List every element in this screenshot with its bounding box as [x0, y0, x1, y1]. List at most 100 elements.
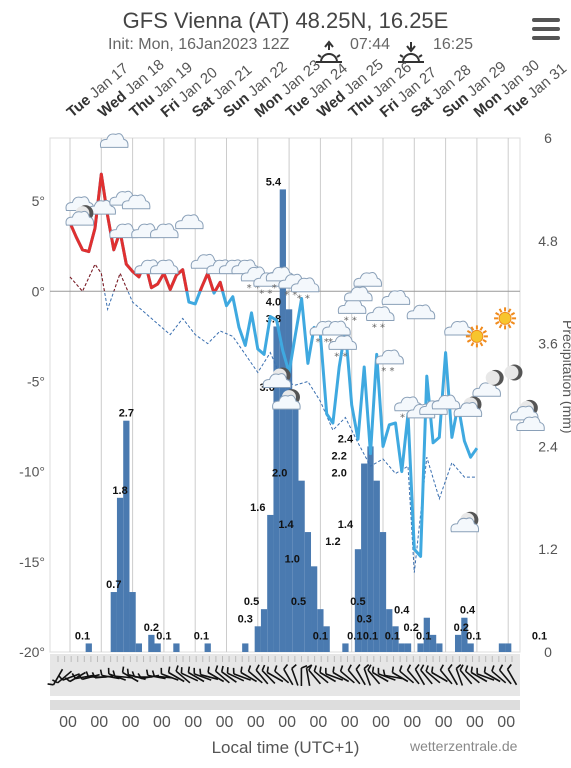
- precip-bar: [429, 634, 437, 652]
- precip-value-label: 1.8: [112, 485, 127, 497]
- wind-barb: [406, 669, 420, 685]
- temp-tick-label: -10°: [19, 464, 45, 480]
- source-credit[interactable]: wetterzentrale.de: [410, 738, 518, 754]
- wind-barb-flag: [266, 666, 269, 673]
- precip-bar: [123, 420, 130, 652]
- wind-barb: [414, 668, 426, 686]
- precip-bar: [386, 609, 393, 652]
- moon-cloud-icon: [453, 396, 483, 417]
- wind-barb-flag: [367, 664, 372, 671]
- wind-barb: [506, 668, 518, 686]
- precip-value-label: 2.7: [119, 408, 134, 420]
- precip-bar: [154, 643, 161, 652]
- precip-bar: [373, 480, 380, 652]
- temperature-line-above-zero: [68, 172, 225, 292]
- wind-barb: [266, 671, 284, 683]
- wind-barb-flag: [64, 677, 71, 683]
- wind-barb-flag: [261, 664, 266, 671]
- wind-barb: [233, 673, 251, 681]
- wind-barb: [384, 674, 403, 680]
- temp-tick-label: -20°: [19, 644, 45, 660]
- wind-barb-flag: [255, 664, 260, 671]
- precip-value-label: 1.4: [338, 519, 354, 531]
- precip-bar: [311, 566, 318, 652]
- wind-barb: [447, 668, 458, 686]
- precip-bar: [317, 609, 324, 652]
- wind-barb-flag: [207, 666, 210, 673]
- wind-barb: [425, 670, 441, 684]
- wind-barb-flag: [355, 664, 361, 670]
- precip-value-label: 2.0: [332, 468, 347, 480]
- wind-barb-flag: [283, 664, 289, 670]
- wind-barb: [372, 671, 389, 683]
- precip-tick-label: 1.2: [538, 541, 558, 557]
- precip-bar: [129, 592, 136, 652]
- moon-icon: [485, 369, 504, 386]
- svg-text:* *: * *: [400, 413, 413, 424]
- wind-barb: [255, 669, 269, 685]
- precip-value-label: 1.0: [285, 553, 300, 565]
- cloud-icon: [175, 214, 204, 230]
- cloud-icon: [406, 304, 436, 320]
- moon-cloud-icon: [272, 389, 301, 410]
- wind-barb: [207, 671, 225, 683]
- temp-tick-label: -5°: [27, 373, 45, 389]
- wind-barb: [188, 671, 205, 683]
- precip-bar: [505, 643, 512, 652]
- init-time: Init: Mon, 16Jan2023 12Z: [108, 36, 290, 53]
- precip-bar: [367, 446, 374, 652]
- precip-bar: [361, 463, 368, 652]
- svg-text:* *: * *: [284, 290, 297, 301]
- wind-barb-flag: [58, 675, 64, 681]
- wind-barb: [431, 671, 448, 683]
- temp-tick-label: 0°: [32, 283, 45, 299]
- wind-barb-flag: [175, 665, 179, 672]
- wind-barb: [465, 670, 480, 684]
- wind-barb: [332, 671, 350, 683]
- wind-barb: [491, 670, 507, 684]
- cloud-icon: [87, 199, 116, 215]
- wind-barb-flag: [240, 666, 243, 673]
- dewpoint-line: [69, 263, 477, 573]
- precip-value-label: 0.2: [404, 622, 419, 634]
- chart-title: GFS Vienna (AT) 48.25N, 16.25E: [122, 8, 449, 33]
- wind-barb: [347, 669, 361, 685]
- precip-value-label: 0.1: [363, 630, 378, 642]
- sun-icon: [494, 307, 517, 330]
- hour-label: 00: [435, 714, 453, 731]
- precip-bar: [423, 617, 430, 652]
- hour-label: 00: [497, 714, 515, 731]
- wind-barb-flag: [406, 664, 412, 671]
- cloud-icon: [121, 194, 151, 210]
- hour-label: 00: [59, 714, 77, 731]
- precip-value-label: 0.3: [238, 613, 253, 625]
- svg-text:* *: * *: [344, 315, 357, 326]
- wind-barb-flag: [399, 665, 403, 672]
- hour-strip: [50, 700, 520, 710]
- wind-barb-flag: [78, 674, 83, 680]
- snow-cloud-icon: * *: [365, 306, 395, 334]
- wind-barb: [57, 670, 73, 684]
- sunset-time: 16:25: [433, 36, 474, 53]
- wind-barb-flag: [167, 666, 171, 673]
- wind-barb-flag: [391, 666, 395, 673]
- wind-barb-flag: [52, 679, 59, 684]
- precip-value-label: 1.4: [278, 519, 294, 531]
- wind-barb: [455, 668, 464, 686]
- cloud-icon: [150, 259, 179, 275]
- precip-bar: [354, 549, 362, 652]
- wind-barb: [325, 673, 344, 681]
- precip-bar: [273, 326, 280, 652]
- precip-value-label: 0.7: [106, 579, 121, 591]
- precip-bar: [417, 643, 424, 652]
- wind-barb: [122, 671, 139, 683]
- wind-barb-flag: [91, 672, 96, 679]
- cloud-icon: [353, 271, 383, 287]
- x-axis-title: Local time (UTC+1): [211, 738, 360, 757]
- wind-barb: [175, 670, 191, 684]
- hamburger-menu-icon[interactable]: [532, 18, 560, 42]
- wind-barb: [476, 673, 495, 681]
- precip-value-label: 0.1: [75, 630, 90, 642]
- wind-barb: [305, 667, 311, 687]
